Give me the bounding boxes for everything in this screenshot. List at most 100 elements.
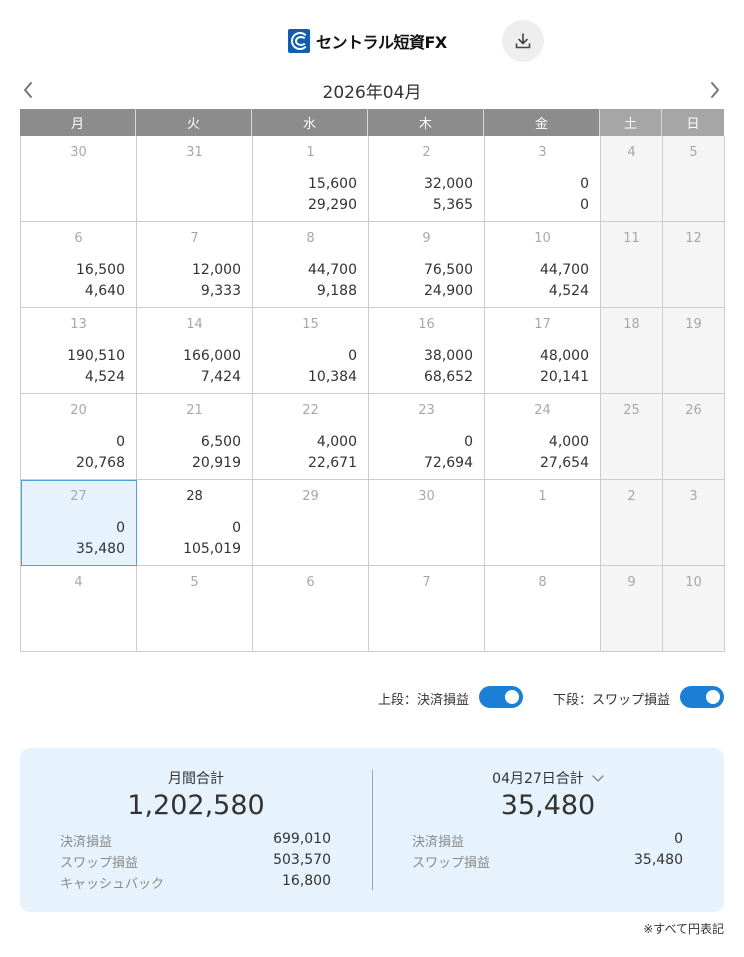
swap-pnl-value: 9,333: [200, 283, 241, 299]
calendar-week-row: 20 0 20,768 21 6,500 20,919 22 4,000 22,671 23 0 72…: [21, 394, 725, 480]
calendar-day-cell[interactable]: 10 44,700 4,524: [485, 222, 601, 308]
calendar-day-cell[interactable]: 23 0 72,694: [369, 394, 485, 480]
calendar-day-cell[interactable]: 5: [137, 566, 253, 652]
summary-panel: 月間合計 1,202,580 決済損益 699,010 スワップ損益 503,5…: [20, 748, 724, 912]
calendar-day-cell[interactable]: 25: [601, 394, 663, 480]
swap-pnl-value: 27,654: [540, 455, 589, 471]
daily-summary: 04月27日合計 35,480 決済損益 0 スワップ損益 35,480: [372, 748, 724, 912]
day-number: 22: [302, 403, 319, 418]
calendar-day-cell[interactable]: 1: [485, 480, 601, 566]
calendar-day-cell[interactable]: 14 166,000 7,424: [137, 308, 253, 394]
calendar-day-cell[interactable]: 19: [663, 308, 725, 394]
settlement-pnl-value: 6,500: [200, 434, 241, 450]
settlement-pnl-value: 4,000: [548, 434, 589, 450]
prev-month-button[interactable]: [18, 80, 38, 100]
swap-pnl-value: 0: [580, 197, 589, 213]
calendar-day-cell[interactable]: 7: [369, 566, 485, 652]
day-number: 3: [538, 145, 547, 160]
day-number: 7: [190, 231, 199, 246]
calendar-day-cell[interactable]: 26: [663, 394, 725, 480]
day-number: 14: [186, 317, 203, 332]
calendar-day-cell[interactable]: 3 0 0: [485, 136, 601, 222]
calendar-day-cell[interactable]: 29: [253, 480, 369, 566]
monthly-summary: 月間合計 1,202,580 決済損益 699,010 スワップ損益 503,5…: [20, 748, 372, 912]
calendar-day-cell[interactable]: 28 0 105,019: [137, 480, 253, 566]
calendar-day-cell[interactable]: 18: [601, 308, 663, 394]
weekday-mon: 月: [20, 109, 136, 136]
brand-mark-icon: [288, 29, 310, 53]
swap-pnl-value: 105,019: [183, 541, 241, 557]
day-number: 18: [623, 317, 640, 332]
calendar-day-cell[interactable]: 24 4,000 27,654: [485, 394, 601, 480]
calendar-day-cell[interactable]: 3: [663, 480, 725, 566]
calendar-day-cell[interactable]: 5: [663, 136, 725, 222]
calendar-day-cell[interactable]: 20 0 20,768: [21, 394, 137, 480]
monthly-row-label: 決済損益: [60, 835, 113, 850]
calendar-day-cell[interactable]: 22 4,000 22,671: [253, 394, 369, 480]
day-number: 24: [534, 403, 551, 418]
calendar-day-cell[interactable]: 13 190,510 4,524: [21, 308, 137, 394]
daily-row-label: 決済損益: [412, 835, 465, 850]
settlement-pnl-value: 76,500: [424, 262, 473, 278]
calendar-day-cell[interactable]: 15 0 10,384: [253, 308, 369, 394]
daily-summary-selector[interactable]: 04月27日合計: [372, 768, 724, 788]
calendar-day-cell-selected[interactable]: 27 0 35,480: [21, 480, 137, 566]
day-number: 25: [623, 403, 640, 418]
calendar-day-cell[interactable]: 12: [663, 222, 725, 308]
calendar-day-cell[interactable]: 9: [601, 566, 663, 652]
day-number: 6: [306, 575, 315, 590]
settlement-pnl-value: 0: [580, 176, 589, 192]
calendar-day-cell[interactable]: 2: [601, 480, 663, 566]
day-number: 31: [186, 145, 203, 160]
calendar-day-cell[interactable]: 4: [601, 136, 663, 222]
daily-row: スワップ損益 35,480: [412, 852, 683, 872]
settlement-pnl-value: 0: [116, 520, 125, 536]
download-button[interactable]: [502, 20, 544, 62]
settlement-pnl-value: 190,510: [67, 348, 125, 364]
calendar-day-cell[interactable]: 30: [369, 480, 485, 566]
lower-row-toggle-label: 下段：スワップ損益: [553, 693, 671, 708]
calendar-day-cell[interactable]: 4: [21, 566, 137, 652]
weekday-header: 月 火 水 木 金 土 日: [20, 109, 725, 136]
monthly-row-value: 699,010: [273, 831, 331, 847]
calendar-day-cell[interactable]: 8: [485, 566, 601, 652]
display-toggles: 上段：決済損益 下段：スワップ損益: [0, 686, 744, 710]
monthly-row: キャッシュバック 16,800: [60, 873, 331, 893]
day-number: 3: [689, 489, 698, 504]
calendar-day-cell[interactable]: 6 16,500 4,640: [21, 222, 137, 308]
swap-pnl-value: 7,424: [200, 369, 241, 385]
day-number: 13: [70, 317, 87, 332]
calendar-day-cell[interactable]: 10: [663, 566, 725, 652]
lower-row-toggle[interactable]: [680, 686, 724, 708]
calendar-day-cell[interactable]: 21 6,500 20,919: [137, 394, 253, 480]
calendar-day-cell[interactable]: 6: [253, 566, 369, 652]
day-number: 12: [685, 231, 702, 246]
chevron-right-icon: [711, 82, 719, 98]
day-number: 20: [70, 403, 87, 418]
calendar-day-cell[interactable]: 8 44,700 9,188: [253, 222, 369, 308]
calendar-day-cell[interactable]: 2 32,000 5,365: [369, 136, 485, 222]
day-number: 8: [538, 575, 547, 590]
upper-row-toggle[interactable]: [479, 686, 523, 708]
calendar-day-cell[interactable]: 31: [137, 136, 253, 222]
brand-logo: セントラル短資FX: [288, 29, 447, 53]
day-number: 7: [422, 575, 431, 590]
day-number: 1: [538, 489, 547, 504]
calendar-day-cell[interactable]: 11: [601, 222, 663, 308]
calendar-day-cell[interactable]: 1 15,600 29,290: [253, 136, 369, 222]
next-month-button[interactable]: [705, 80, 725, 100]
day-number: 2: [422, 145, 431, 160]
day-number: 11: [623, 231, 640, 246]
day-number: 9: [422, 231, 431, 246]
calendar-day-cell[interactable]: 30: [21, 136, 137, 222]
settlement-pnl-value: 48,000: [540, 348, 589, 364]
calendar-day-cell[interactable]: 17 48,000 20,141: [485, 308, 601, 394]
calendar-day-cell[interactable]: 9 76,500 24,900: [369, 222, 485, 308]
calendar-day-cell[interactable]: 16 38,000 68,652: [369, 308, 485, 394]
calendar-day-cell[interactable]: 7 12,000 9,333: [137, 222, 253, 308]
swap-pnl-value: 29,290: [308, 197, 357, 213]
monthly-row-value: 16,800: [282, 873, 331, 889]
day-number: 10: [685, 575, 702, 590]
daily-row-value: 0: [674, 831, 683, 847]
swap-pnl-value: 4,524: [84, 369, 125, 385]
